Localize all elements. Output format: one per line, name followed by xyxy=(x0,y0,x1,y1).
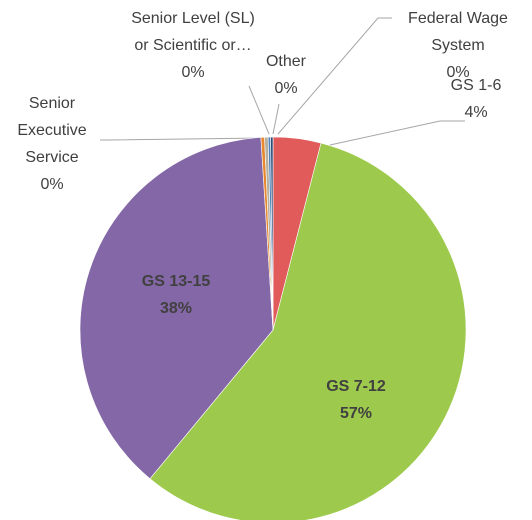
data-label: Other 0% xyxy=(246,48,326,102)
data-label: GS 1-6 4% xyxy=(436,72,516,126)
category-label: Senior Level (SL) or Scientific or… xyxy=(131,10,255,54)
value-label: 0% xyxy=(446,64,470,81)
value-label: 0% xyxy=(40,176,64,193)
category-label: GS 7-12 xyxy=(326,378,386,395)
category-label: Other xyxy=(265,53,306,70)
value-label: 4% xyxy=(464,104,488,121)
leader-lines xyxy=(100,17,465,146)
category-label: Senior Executive Service xyxy=(17,95,87,166)
value-label: 0% xyxy=(181,64,205,81)
leader-line xyxy=(277,17,392,135)
data-label: Federal Wage System 0% xyxy=(403,5,513,86)
leader-line xyxy=(272,103,280,135)
category-label: GS 1-6 xyxy=(450,77,502,94)
slice xyxy=(79,137,274,480)
leader-line xyxy=(248,85,270,135)
leader-line xyxy=(329,120,465,146)
data-label: Senior Executive Service 0% xyxy=(4,90,100,198)
value-label: 38% xyxy=(159,300,193,317)
slice xyxy=(149,142,467,520)
category-label: Federal Wage System xyxy=(408,10,508,54)
value-label: 0% xyxy=(274,80,298,97)
data-label: GS 7-12 57% xyxy=(296,373,416,427)
slice xyxy=(270,136,274,331)
slices xyxy=(79,136,467,520)
data-label: Senior Level (SL) or Scientific or… 0% xyxy=(130,5,256,86)
leader-line xyxy=(100,137,267,141)
value-label: 57% xyxy=(339,405,373,422)
category-label: GS 13-15 xyxy=(141,273,211,290)
data-label: GS 13-15 38% xyxy=(116,268,236,322)
